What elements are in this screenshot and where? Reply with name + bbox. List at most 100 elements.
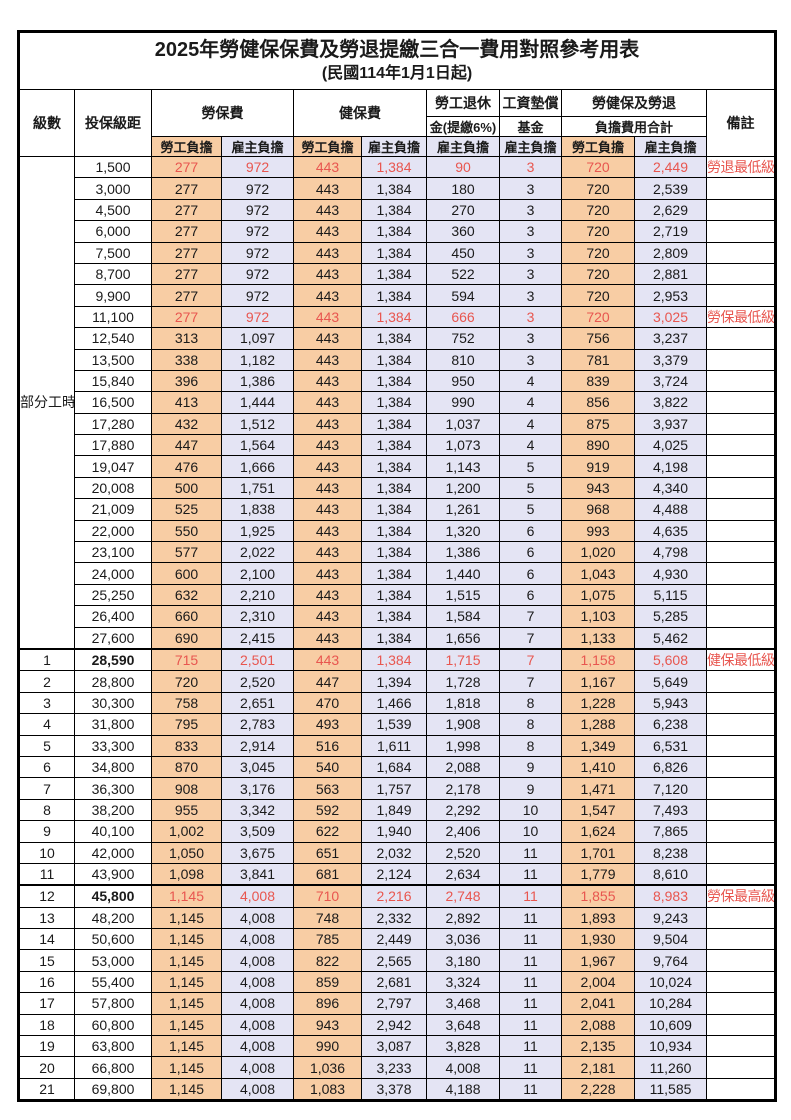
level-cell: 18 bbox=[18, 1013, 75, 1037]
salary-cell: 27,600 bbox=[74, 626, 152, 650]
value-cell: 2,088 bbox=[426, 755, 500, 779]
value-cell: 1,145 bbox=[151, 992, 222, 1015]
value-cell: 3,233 bbox=[361, 1056, 427, 1079]
note-cell bbox=[705, 1077, 777, 1102]
value-cell: 2,032 bbox=[361, 841, 427, 864]
col-header-total-line2: 負擔費用合計 bbox=[561, 116, 707, 137]
level-cell: 3 bbox=[18, 691, 75, 715]
value-cell: 710 bbox=[293, 884, 362, 908]
value-cell: 1,384 bbox=[361, 562, 427, 585]
salary-cell: 48,200 bbox=[74, 906, 152, 930]
value-cell: 3 bbox=[499, 177, 562, 200]
salary-cell: 21,009 bbox=[74, 498, 152, 521]
value-cell: 3 bbox=[499, 155, 562, 179]
value-cell: 11 bbox=[499, 906, 562, 930]
note-cell bbox=[705, 177, 777, 200]
value-cell: 413 bbox=[151, 391, 222, 414]
table-row: 22,000 550 1,925 443 1,384 1,320 6 993 4,635 bbox=[19, 519, 777, 543]
value-cell: 3,379 bbox=[634, 348, 707, 371]
value-cell: 993 bbox=[561, 519, 635, 543]
value-cell: 2,022 bbox=[221, 541, 294, 564]
value-cell: 752 bbox=[426, 327, 500, 350]
value-cell: 550 bbox=[151, 519, 222, 543]
value-cell: 1,384 bbox=[361, 519, 427, 543]
value-cell: 6 bbox=[499, 562, 562, 585]
col-header-labor-insurance: 勞保費 bbox=[151, 89, 294, 137]
salary-cell: 4,500 bbox=[74, 198, 152, 222]
value-cell: 447 bbox=[293, 670, 362, 693]
value-cell: 396 bbox=[151, 369, 222, 393]
value-cell: 2,881 bbox=[634, 262, 707, 286]
value-cell: 90 bbox=[426, 155, 500, 179]
level-cell: 21 bbox=[18, 1077, 75, 1102]
level-cell: 8 bbox=[18, 798, 75, 822]
value-cell: 7 bbox=[499, 670, 562, 693]
salary-cell: 63,800 bbox=[74, 1035, 152, 1058]
value-cell: 1,893 bbox=[561, 906, 635, 930]
value-cell: 5 bbox=[499, 498, 562, 521]
salary-cell: 26,400 bbox=[74, 605, 152, 628]
level-cell: 5 bbox=[18, 734, 75, 757]
note-cell bbox=[705, 284, 777, 307]
value-cell: 972 bbox=[221, 155, 294, 179]
salary-cell: 17,880 bbox=[74, 434, 152, 457]
note-cell bbox=[705, 1056, 777, 1079]
col-header-level: 級數 bbox=[18, 89, 75, 157]
table-row: 8 38,200 955 3,342 592 1,849 2,292 10 1,547 7,493 bbox=[18, 798, 777, 822]
value-cell: 1,471 bbox=[561, 777, 635, 800]
salary-cell: 16,500 bbox=[74, 391, 152, 414]
salary-cell: 60,800 bbox=[74, 1013, 152, 1037]
salary-cell: 8,700 bbox=[74, 262, 152, 286]
value-cell: 1,967 bbox=[561, 949, 635, 972]
level-cell: 15 bbox=[18, 949, 75, 972]
value-cell: 4,008 bbox=[221, 949, 294, 972]
value-cell: 4,025 bbox=[634, 434, 707, 457]
value-cell: 516 bbox=[293, 734, 362, 757]
value-cell: 720 bbox=[561, 198, 635, 222]
premium-comparison-table: 2025年勞健保保費及勞退提繳三合一費用對照參考用表 (民國114年1月1日起)… bbox=[17, 30, 778, 1103]
value-cell: 1,779 bbox=[561, 862, 635, 886]
value-cell: 4,008 bbox=[221, 884, 294, 908]
subheader-pension-employer: 雇主負擔 bbox=[426, 136, 500, 157]
value-cell: 270 bbox=[426, 198, 500, 222]
note-cell bbox=[705, 970, 777, 994]
salary-cell: 45,800 bbox=[74, 884, 152, 908]
value-cell: 4,798 bbox=[634, 541, 707, 564]
value-cell: 651 bbox=[293, 841, 362, 864]
value-cell: 3,468 bbox=[426, 992, 500, 1015]
value-cell: 4,930 bbox=[634, 562, 707, 585]
table-row: 18 60,800 1,145 4,008 943 2,942 3,648 11 2,088 10… bbox=[18, 1013, 777, 1037]
value-cell: 839 bbox=[561, 369, 635, 393]
value-cell: 11 bbox=[499, 970, 562, 994]
value-cell: 1,384 bbox=[361, 498, 427, 521]
note-cell bbox=[705, 327, 777, 350]
value-cell: 1,384 bbox=[361, 391, 427, 414]
note-cell bbox=[705, 519, 777, 543]
value-cell: 822 bbox=[293, 949, 362, 972]
value-cell: 4,008 bbox=[221, 1035, 294, 1058]
subheader-labor-employee: 勞工負擔 bbox=[151, 136, 222, 157]
value-cell: 443 bbox=[293, 605, 362, 628]
value-cell: 1,200 bbox=[426, 476, 500, 500]
value-cell: 10,934 bbox=[634, 1035, 707, 1058]
value-cell: 1,145 bbox=[151, 1013, 222, 1037]
value-cell: 4 bbox=[499, 434, 562, 457]
value-cell: 11 bbox=[499, 1077, 562, 1102]
value-cell: 715 bbox=[151, 647, 222, 672]
value-cell: 476 bbox=[151, 455, 222, 478]
subheader-wage-fund-employer: 雇主負擔 bbox=[499, 136, 562, 157]
note-cell bbox=[705, 262, 777, 286]
value-cell: 6 bbox=[499, 541, 562, 564]
value-cell: 3,087 bbox=[361, 1035, 427, 1058]
value-cell: 1,384 bbox=[361, 220, 427, 243]
value-cell: 5 bbox=[499, 476, 562, 500]
value-cell: 3,025 bbox=[634, 305, 707, 329]
salary-cell: 6,000 bbox=[74, 220, 152, 243]
value-cell: 3,675 bbox=[221, 841, 294, 864]
level-cell: 16 bbox=[18, 970, 75, 994]
value-cell: 1,145 bbox=[151, 949, 222, 972]
table-row: 9,900 277 972 443 1,384 594 3 720 2,953 bbox=[19, 284, 777, 307]
note-cell bbox=[705, 820, 777, 843]
value-cell: 1,849 bbox=[361, 798, 427, 822]
